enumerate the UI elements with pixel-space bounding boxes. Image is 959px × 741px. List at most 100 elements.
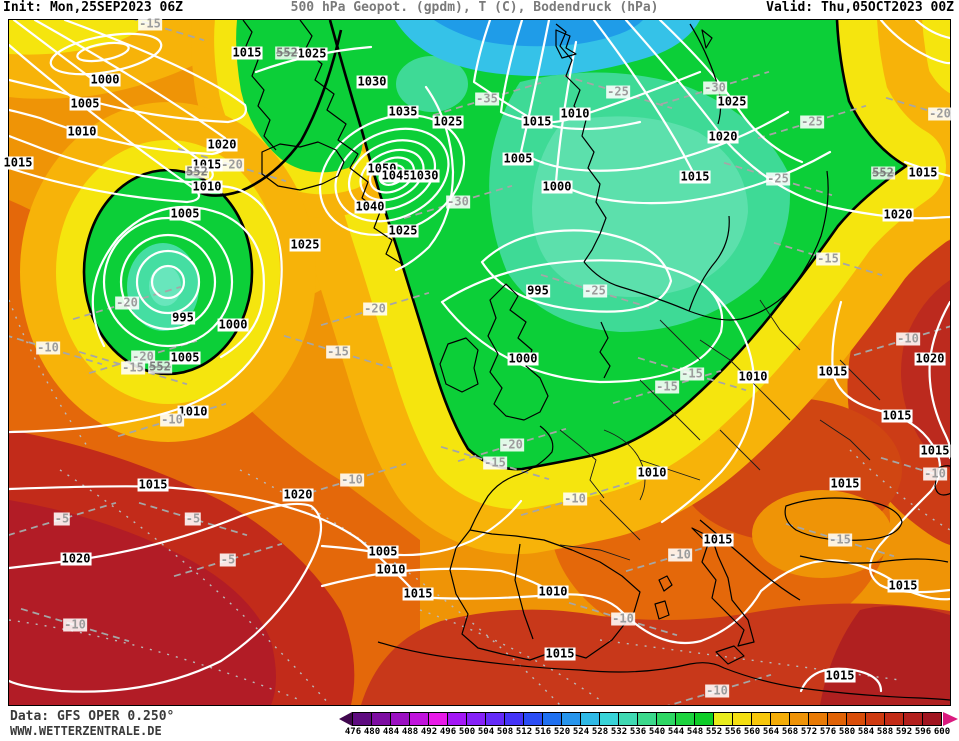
pressure-label: 1020 bbox=[707, 129, 739, 144]
temperature-contour-dash bbox=[625, 537, 735, 573]
pressure-label: 1015 bbox=[829, 476, 861, 491]
pressure-label: 1010 bbox=[636, 465, 668, 480]
map-title: 500 hPa Geopot. (gpdm), T (C), Bodendruc… bbox=[290, 0, 659, 15]
temperature-label: -20 bbox=[131, 349, 155, 364]
temperature-label: -10 bbox=[563, 491, 587, 506]
colorbar-tick-label: 560 bbox=[743, 727, 761, 737]
pressure-label: 1015 bbox=[881, 408, 913, 423]
pressure-label: 1000 bbox=[89, 72, 121, 87]
colorbar-tick-label: 512 bbox=[515, 727, 533, 737]
coastlines bbox=[242, 20, 950, 701]
pressure-label: 1035 bbox=[387, 104, 419, 119]
temperature-contour-dash bbox=[320, 291, 430, 327]
pressure-label: 1000 bbox=[541, 179, 573, 194]
colorbar-segment bbox=[790, 713, 809, 725]
pressure-label: 1000 bbox=[507, 351, 539, 366]
colorbar-segment bbox=[714, 713, 733, 725]
colorbar-segments bbox=[352, 712, 942, 726]
colorbar-segment bbox=[638, 713, 657, 725]
pressure-label: 1015 bbox=[137, 477, 169, 492]
colorbar-tick-label: 540 bbox=[648, 727, 666, 737]
temperature-contour-dash bbox=[283, 334, 393, 370]
pressure-label: 1015 bbox=[824, 668, 856, 683]
pressure-label: 1005 bbox=[502, 151, 534, 166]
temperature-contour-dash bbox=[667, 673, 772, 705]
colorbar-segment bbox=[543, 713, 562, 725]
temperature-label: -15 bbox=[828, 532, 852, 547]
pressure-label: 1015 bbox=[817, 364, 849, 379]
temperature-contour-dash bbox=[138, 501, 248, 537]
colorbar-segment bbox=[562, 713, 581, 725]
colorbar-tick-label: 504 bbox=[477, 727, 495, 737]
colorbar-tick-label: 556 bbox=[724, 727, 742, 737]
colorbar-segment bbox=[809, 713, 828, 725]
temperature-label: -10 bbox=[611, 611, 635, 626]
temperature-label: -10 bbox=[668, 547, 692, 562]
colorbar-segment bbox=[372, 713, 391, 725]
temperature-contour-dash bbox=[297, 462, 407, 498]
temperature-label: -30 bbox=[703, 80, 727, 95]
colorbar-tick-label: 532 bbox=[610, 727, 628, 737]
geopotential-colorbar: 476 480 484 488 492 496 500 504 508 512 516 520 524 5… bbox=[0, 706, 959, 741]
colorbar-segment bbox=[524, 713, 543, 725]
pressure-label: 1010 bbox=[191, 179, 223, 194]
pressure-label: 1020 bbox=[206, 137, 238, 152]
pressure-label: 1015 bbox=[907, 165, 939, 180]
temperature-label: -10 bbox=[896, 331, 920, 346]
colorbar-tick-label: 500 bbox=[458, 727, 476, 737]
colorbar-right-arrow-icon bbox=[943, 712, 958, 726]
temperature-label: -15 bbox=[326, 344, 350, 359]
temperature-contour-dash bbox=[177, 147, 287, 183]
temperature-label: -25 bbox=[800, 114, 824, 129]
pressure-label: 1030 bbox=[408, 168, 440, 183]
colorbar-tick-label: 488 bbox=[401, 727, 419, 737]
temperature-contours bbox=[9, 20, 950, 705]
pressure-label: 1020 bbox=[914, 351, 946, 366]
colorbar-segment bbox=[676, 713, 695, 725]
colorbar-segment bbox=[657, 713, 676, 725]
colorbar-segment bbox=[467, 713, 486, 725]
colorbar-segment bbox=[923, 713, 941, 725]
pressure-label: 1005 bbox=[169, 350, 201, 365]
map-header: Init: Mon,25SEP2023 06Z 500 hPa Geopot. … bbox=[0, 0, 959, 19]
temperature-label: -5 bbox=[219, 552, 237, 567]
temperature-label: -15 bbox=[816, 251, 840, 266]
temperature-contour-dash bbox=[520, 481, 630, 517]
pressure-label: 1010 bbox=[737, 369, 769, 384]
pressure-label: 1010 bbox=[66, 124, 98, 139]
pressure-label: 1010 bbox=[537, 584, 569, 599]
pressure-label: 1010 bbox=[559, 106, 591, 121]
pressure-label: 1015 bbox=[402, 586, 434, 601]
temperature-label: -20 bbox=[363, 301, 387, 316]
temperature-label: -35 bbox=[475, 91, 499, 106]
colorbar-segment bbox=[391, 713, 410, 725]
colorbar-segment bbox=[505, 713, 524, 725]
colorbar-segment bbox=[695, 713, 714, 725]
colorbar-tick-label: 484 bbox=[382, 727, 400, 737]
colorbar-segment bbox=[866, 713, 885, 725]
temperature-label: -20 bbox=[115, 295, 139, 310]
colorbar-tick-label: 588 bbox=[876, 727, 894, 737]
temperature-label: -15 bbox=[121, 360, 145, 375]
temperature-contour-dash bbox=[72, 285, 182, 321]
temperature-label: -15 bbox=[138, 16, 162, 31]
contour-label-layer: 1000 1005 1010 1015 1015 1025 1020 1015 1010 1005… bbox=[2, 16, 952, 705]
pressure-label: 1005 bbox=[367, 544, 399, 559]
pressure-label: 1010 bbox=[375, 562, 407, 577]
pressure-label: 1005 bbox=[169, 206, 201, 221]
pressure-label: 1025 bbox=[289, 237, 321, 252]
colorbar-tick-label: 480 bbox=[363, 727, 381, 737]
colorbar-segment bbox=[847, 713, 866, 725]
temperature-contour-dash bbox=[540, 273, 650, 309]
colorbar-segment bbox=[581, 713, 600, 725]
temperature-label: -10 bbox=[160, 412, 184, 427]
colorbar-segment bbox=[771, 713, 790, 725]
pressure-label: 1015 bbox=[887, 578, 919, 593]
colorbar-segment bbox=[733, 713, 752, 725]
colorbar-segment bbox=[600, 713, 619, 725]
temperature-contour-dash bbox=[757, 104, 867, 140]
pressure-label: 995 bbox=[526, 283, 550, 298]
temperature-contour-dash bbox=[885, 96, 950, 118]
pressure-label: 1025 bbox=[716, 94, 748, 109]
pressure-label: 1015 bbox=[702, 532, 734, 547]
